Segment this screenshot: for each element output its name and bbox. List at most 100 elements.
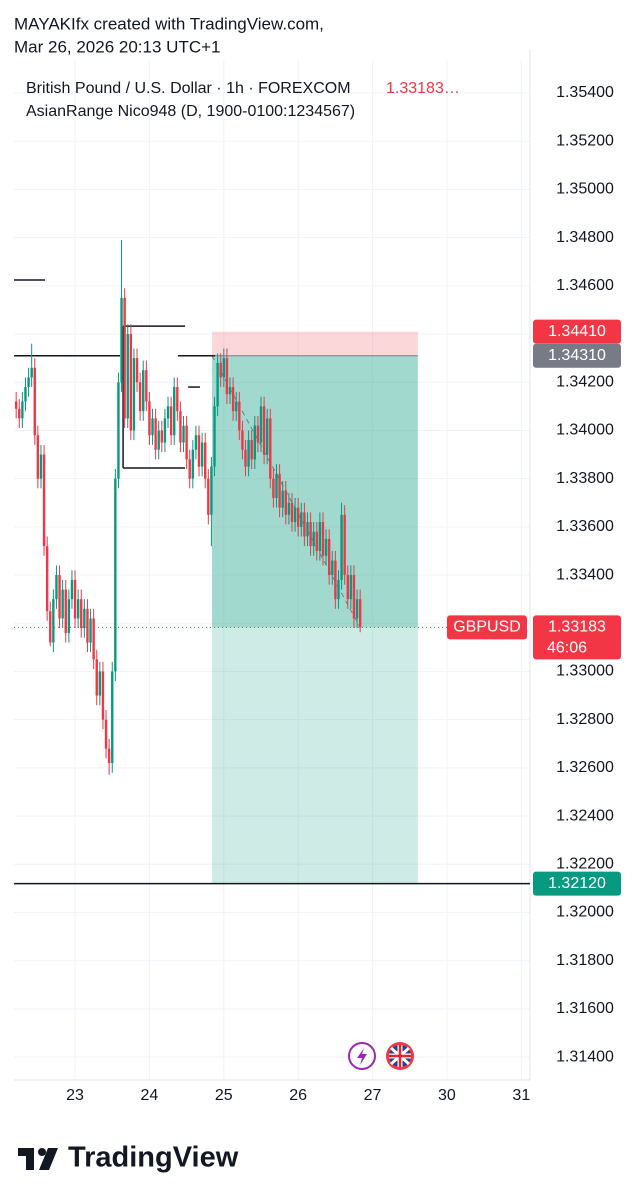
y-tick-label: 1.34200 <box>556 373 614 390</box>
target-label-bg <box>533 871 621 896</box>
candle-body <box>213 406 216 467</box>
candle-body <box>83 608 86 629</box>
candle-body <box>73 579 77 619</box>
candle-body <box>321 522 325 556</box>
candle-body <box>293 507 297 523</box>
candle-body <box>275 473 278 498</box>
candle-body <box>24 387 27 402</box>
candle-body <box>352 575 356 619</box>
event-icons <box>348 1042 414 1070</box>
candle-body <box>132 358 136 431</box>
candle-body <box>334 560 337 600</box>
candle-body <box>145 370 148 402</box>
candle-body <box>241 430 244 450</box>
y-tick-label: 1.35000 <box>556 181 614 198</box>
logo-mark <box>39 1148 58 1170</box>
icon-flash-bolt <box>357 1048 367 1065</box>
candle-body <box>39 454 43 479</box>
brand-logo: TradingView <box>18 1142 239 1174</box>
header-line2: Mar 26, 2026 20:13 UTC+1 <box>14 37 220 56</box>
candle-body <box>61 589 64 619</box>
candle-body <box>70 579 74 600</box>
candle-body <box>281 490 284 508</box>
candle-body <box>259 406 263 443</box>
candle-body <box>256 425 260 443</box>
candle-body <box>138 382 142 412</box>
candle-body <box>30 367 33 378</box>
candle-body <box>52 599 55 643</box>
y-tick-label: 1.34000 <box>556 422 614 439</box>
brand-name: TradingView <box>68 1142 239 1174</box>
x-tick-label: 31 <box>512 1087 530 1104</box>
plot-area <box>14 50 531 1081</box>
candle-body <box>228 387 232 395</box>
candle-body <box>331 560 334 576</box>
candle-body <box>238 401 241 431</box>
candle-body <box>231 387 235 412</box>
candle-body <box>92 618 95 660</box>
y-tick-label: 1.34800 <box>556 229 614 246</box>
y-tick-label: 1.31800 <box>556 952 614 969</box>
candle-body <box>197 435 201 467</box>
candle-body <box>86 608 89 643</box>
candle-body <box>55 575 58 600</box>
entry-label: 1.34310 <box>548 347 606 364</box>
candle-body <box>287 502 291 515</box>
profit-zone <box>212 355 418 884</box>
header-line1: MAYAKIfx created with TradingView.com, <box>14 14 324 33</box>
candle-body <box>129 334 133 431</box>
stop-label-bg <box>533 319 621 344</box>
candle-body <box>36 435 40 479</box>
y-tick-label: 1.32600 <box>556 759 614 776</box>
y-tick-label: 1.32200 <box>556 856 614 873</box>
candle-body <box>76 599 80 619</box>
last-price-label: 1.33183 <box>548 619 606 636</box>
candle-body <box>346 575 349 600</box>
stop-zone <box>212 331 418 356</box>
candle-body <box>14 401 18 409</box>
entry-label-bg <box>533 343 621 368</box>
candle-body <box>349 575 353 600</box>
legend-indicator: AsianRange Nico948 (D, 1900-0100:1234567… <box>26 103 355 120</box>
legend-price: 1.33183… <box>386 80 460 97</box>
candle-body <box>343 514 346 576</box>
candle-body <box>194 435 198 450</box>
candle-body <box>327 538 331 576</box>
y-tick-label: 1.31600 <box>556 1000 614 1017</box>
candle-body <box>117 382 120 479</box>
y-tick-label: 1.32400 <box>556 807 614 824</box>
candle-body <box>154 418 157 450</box>
candle-body <box>27 377 30 388</box>
candle-body <box>303 512 306 537</box>
candle-body <box>89 618 92 643</box>
candle-body <box>300 512 303 527</box>
candle-body <box>278 473 281 508</box>
candle-body <box>142 370 145 412</box>
target-label: 1.32120 <box>548 875 606 892</box>
x-tick-label: 23 <box>66 1087 84 1104</box>
candle-body <box>42 454 46 547</box>
candle-body <box>222 358 226 378</box>
candle-body <box>148 401 151 436</box>
candle-body <box>225 358 229 395</box>
symbol-tag: GBPUSD <box>453 619 521 636</box>
candle-body <box>176 387 179 412</box>
candle-body <box>21 401 24 419</box>
candle-body <box>33 367 36 436</box>
candle-body <box>296 507 300 527</box>
candle-body <box>111 671 114 764</box>
candle-body <box>262 406 266 455</box>
candle-body <box>200 442 204 467</box>
candle-body <box>67 599 71 633</box>
candle-body <box>312 531 315 547</box>
candle-body <box>269 418 272 479</box>
candle-body <box>216 362 219 407</box>
y-tick-label: 1.33600 <box>556 518 614 535</box>
profit-zone-filled <box>212 355 418 628</box>
y-tick-label: 1.31400 <box>556 1048 614 1065</box>
y-tick-label: 1.33400 <box>556 566 614 583</box>
y-tick-label: 1.35400 <box>556 84 614 101</box>
candle-body <box>123 297 126 419</box>
